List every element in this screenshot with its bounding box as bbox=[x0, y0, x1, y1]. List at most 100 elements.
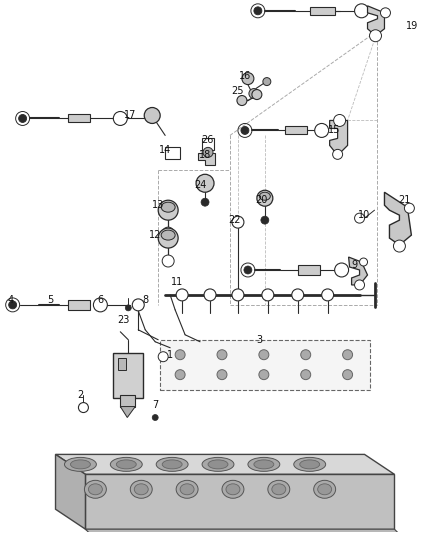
Circle shape bbox=[217, 370, 227, 379]
Ellipse shape bbox=[117, 460, 136, 469]
Ellipse shape bbox=[300, 460, 320, 469]
Circle shape bbox=[244, 266, 252, 274]
Bar bbox=[285, 126, 307, 134]
Polygon shape bbox=[85, 529, 404, 533]
Polygon shape bbox=[198, 154, 215, 165]
Text: 6: 6 bbox=[97, 295, 103, 305]
Circle shape bbox=[144, 108, 160, 124]
Bar bbox=[202, 139, 214, 150]
Circle shape bbox=[242, 72, 254, 85]
Ellipse shape bbox=[110, 457, 142, 471]
Text: 18: 18 bbox=[199, 150, 211, 160]
Bar bbox=[113, 353, 143, 398]
Circle shape bbox=[158, 352, 168, 362]
Circle shape bbox=[203, 148, 213, 157]
Ellipse shape bbox=[161, 230, 175, 240]
Circle shape bbox=[301, 350, 311, 360]
Circle shape bbox=[301, 370, 311, 379]
Circle shape bbox=[204, 289, 216, 301]
Text: 26: 26 bbox=[201, 135, 213, 146]
Polygon shape bbox=[56, 455, 85, 529]
Ellipse shape bbox=[202, 457, 234, 471]
Circle shape bbox=[343, 350, 353, 360]
Bar bbox=[298, 265, 320, 275]
Circle shape bbox=[321, 289, 334, 301]
Text: 19: 19 bbox=[406, 21, 419, 31]
Polygon shape bbox=[349, 257, 367, 285]
Circle shape bbox=[355, 4, 368, 18]
Circle shape bbox=[132, 299, 144, 311]
Ellipse shape bbox=[254, 460, 274, 469]
Text: 21: 21 bbox=[398, 195, 410, 205]
Circle shape bbox=[19, 115, 27, 123]
Ellipse shape bbox=[156, 457, 188, 471]
Circle shape bbox=[335, 263, 349, 277]
Circle shape bbox=[162, 227, 174, 239]
Ellipse shape bbox=[176, 480, 198, 498]
Bar bbox=[160, 340, 370, 390]
Circle shape bbox=[334, 115, 346, 126]
Ellipse shape bbox=[208, 460, 228, 469]
Bar bbox=[118, 358, 126, 370]
Circle shape bbox=[249, 88, 259, 99]
Circle shape bbox=[9, 301, 17, 309]
Ellipse shape bbox=[162, 460, 182, 469]
Circle shape bbox=[262, 289, 274, 301]
Circle shape bbox=[158, 228, 178, 248]
Text: 13: 13 bbox=[152, 200, 164, 210]
Circle shape bbox=[78, 402, 88, 413]
Circle shape bbox=[217, 350, 227, 360]
Text: 7: 7 bbox=[152, 400, 158, 409]
Bar bbox=[165, 148, 180, 159]
Circle shape bbox=[355, 280, 364, 290]
Text: 2: 2 bbox=[78, 390, 84, 400]
Ellipse shape bbox=[294, 457, 326, 471]
Circle shape bbox=[259, 350, 269, 360]
Ellipse shape bbox=[268, 480, 290, 498]
Circle shape bbox=[201, 198, 209, 206]
Circle shape bbox=[370, 30, 381, 42]
Ellipse shape bbox=[134, 484, 148, 495]
Circle shape bbox=[332, 149, 343, 159]
Circle shape bbox=[261, 216, 269, 224]
Circle shape bbox=[393, 240, 406, 252]
Circle shape bbox=[176, 289, 188, 301]
Text: 10: 10 bbox=[358, 210, 371, 220]
Circle shape bbox=[93, 298, 107, 312]
Ellipse shape bbox=[88, 484, 102, 495]
Polygon shape bbox=[85, 474, 395, 529]
Bar bbox=[310, 7, 335, 15]
Circle shape bbox=[162, 255, 174, 267]
Text: 24: 24 bbox=[194, 180, 206, 190]
Text: 23: 23 bbox=[117, 315, 130, 325]
Circle shape bbox=[152, 415, 158, 421]
Circle shape bbox=[158, 200, 178, 220]
Ellipse shape bbox=[226, 484, 240, 495]
Circle shape bbox=[254, 7, 262, 15]
Circle shape bbox=[343, 370, 353, 379]
Circle shape bbox=[263, 78, 271, 86]
Text: 12: 12 bbox=[149, 230, 161, 240]
Text: 15: 15 bbox=[328, 125, 341, 135]
Circle shape bbox=[113, 111, 127, 125]
Circle shape bbox=[381, 8, 390, 18]
Circle shape bbox=[252, 90, 262, 100]
Text: 9: 9 bbox=[352, 260, 358, 270]
Ellipse shape bbox=[272, 484, 286, 495]
Polygon shape bbox=[330, 120, 348, 155]
Ellipse shape bbox=[314, 480, 336, 498]
Ellipse shape bbox=[259, 192, 270, 200]
Text: 11: 11 bbox=[171, 277, 183, 287]
Circle shape bbox=[257, 190, 273, 206]
Text: 3: 3 bbox=[257, 335, 263, 345]
Circle shape bbox=[404, 203, 414, 213]
Ellipse shape bbox=[318, 484, 332, 495]
Circle shape bbox=[259, 370, 269, 379]
Text: 14: 14 bbox=[159, 146, 171, 155]
Circle shape bbox=[196, 174, 214, 192]
Bar bbox=[68, 300, 90, 310]
Polygon shape bbox=[56, 455, 395, 474]
Ellipse shape bbox=[71, 460, 90, 469]
Circle shape bbox=[314, 124, 328, 138]
Ellipse shape bbox=[161, 202, 175, 212]
